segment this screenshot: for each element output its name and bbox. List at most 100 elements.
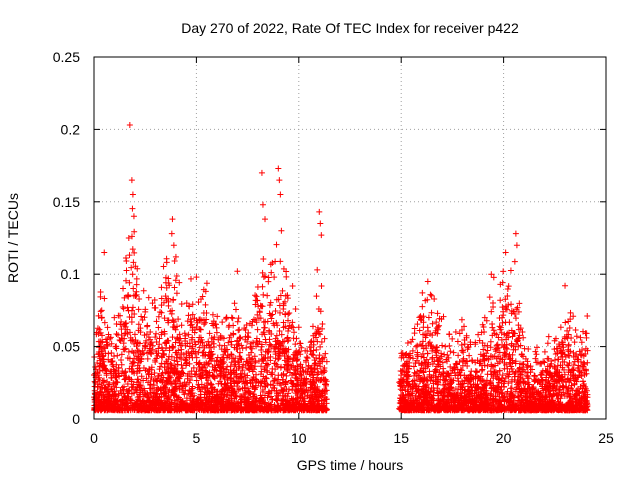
data-point: [196, 344, 203, 351]
data-point: [292, 305, 299, 312]
data-point: [276, 309, 283, 316]
data-point: [277, 364, 284, 371]
data-point: [268, 315, 275, 322]
data-point: [276, 380, 283, 387]
data-point: [173, 323, 180, 330]
data-point: [219, 334, 226, 341]
data-point: [268, 269, 275, 276]
data-point: [153, 355, 160, 362]
data-point: [176, 331, 183, 338]
data-point: [192, 350, 199, 357]
data-point: [489, 324, 496, 331]
data-point: [118, 318, 125, 325]
data-point: [458, 316, 465, 323]
data-point: [171, 257, 178, 264]
data-point: [173, 272, 180, 279]
data-point: [176, 279, 183, 286]
data-point: [173, 354, 180, 361]
data-point: [264, 292, 271, 299]
data-point: [210, 373, 217, 380]
data-point: [155, 386, 162, 393]
data-point: [113, 361, 120, 368]
data-point: [113, 330, 120, 337]
data-point: [520, 361, 527, 368]
data-point: [129, 246, 136, 253]
data-point: [230, 322, 237, 329]
data-point: [191, 338, 198, 345]
data-point: [307, 371, 314, 378]
data-point: [213, 357, 220, 364]
data-point: [135, 348, 142, 355]
data-point: [452, 329, 459, 336]
data-point: [171, 284, 178, 291]
data-point: [500, 268, 507, 275]
data-point: [231, 300, 238, 307]
data-point: [232, 306, 239, 313]
data-point: [318, 283, 325, 290]
data-point: [199, 349, 206, 356]
data-point: [118, 351, 125, 358]
data-point: [272, 360, 279, 367]
data-point: [313, 293, 320, 300]
data-point: [144, 323, 151, 330]
data-point: [97, 329, 104, 336]
data-point: [192, 371, 199, 378]
data-point: [256, 308, 263, 315]
data-point: [249, 383, 256, 390]
data-point: [242, 336, 249, 343]
data-point: [566, 325, 573, 332]
data-point: [239, 345, 246, 352]
data-point: [249, 318, 256, 325]
data-point: [203, 280, 210, 287]
data-point: [486, 294, 493, 301]
data-point: [454, 338, 461, 345]
data-point: [222, 315, 229, 322]
data-point: [152, 334, 159, 341]
data-point: [511, 258, 518, 265]
data-point: [158, 309, 165, 316]
data-point: [166, 344, 173, 351]
data-point: [229, 315, 236, 322]
data-point: [236, 349, 243, 356]
data-point: [266, 302, 273, 309]
data-point: [134, 340, 141, 347]
data-point: [572, 327, 579, 334]
data-point: [554, 395, 561, 402]
data-point: [434, 310, 441, 317]
data-point: [178, 300, 185, 307]
data-point: [105, 331, 112, 338]
data-point: [237, 335, 244, 342]
data-point: [169, 334, 176, 341]
data-point: [128, 233, 135, 240]
data-point: [285, 325, 292, 332]
data-point: [145, 294, 152, 301]
data-point: [94, 325, 101, 332]
data-point: [518, 351, 525, 358]
data-point: [450, 349, 457, 356]
data-point: [258, 363, 265, 370]
data-point: [133, 275, 140, 282]
data-point: [158, 344, 165, 351]
data-point: [131, 228, 138, 235]
data-point: [274, 380, 281, 387]
data-point: [127, 329, 134, 336]
data-point: [144, 355, 151, 362]
data-point: [277, 292, 284, 299]
data-point: [449, 335, 456, 342]
data-point: [313, 346, 320, 353]
data-point: [500, 312, 507, 319]
data-point: [105, 406, 112, 413]
data-point: [101, 319, 108, 326]
data-point: [269, 311, 276, 318]
data-point: [116, 373, 123, 380]
data-point: [241, 325, 248, 332]
data-point: [567, 309, 574, 316]
data-point: [157, 309, 164, 316]
data-point: [154, 352, 161, 359]
data-point: [266, 329, 273, 336]
data-point: [551, 357, 558, 364]
data-point: [219, 319, 226, 326]
data-point: [133, 353, 140, 360]
data-point: [202, 301, 209, 308]
data-point: [195, 299, 202, 306]
